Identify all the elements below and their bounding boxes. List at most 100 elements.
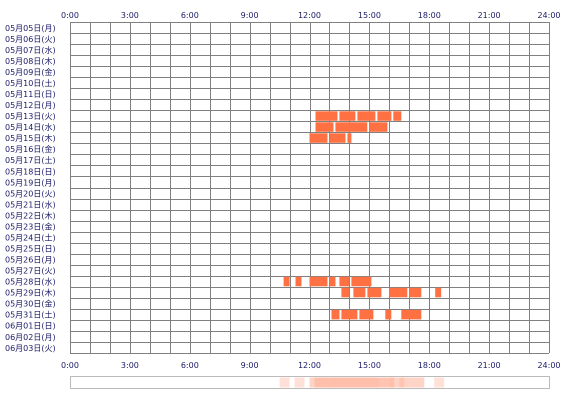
x-tick-label-bottom: 15:00 — [358, 361, 381, 370]
density-strip-frame — [70, 376, 550, 389]
activity-bar — [367, 287, 382, 298]
day-label: 05月21日(水) — [5, 199, 56, 209]
x-tick-label-top: 15:00 — [358, 11, 381, 20]
activity-bar — [351, 276, 372, 287]
activity-bar — [353, 287, 366, 298]
activity-bar — [385, 309, 392, 320]
activity-bar — [329, 133, 346, 143]
plot-area — [70, 22, 549, 353]
day-label: 05月07日(水) — [5, 45, 56, 55]
x-axis-top: 0:00 3:00 6:00 9:00 12:00 15:00 18:00 21:00 24:0… — [61, 11, 561, 20]
x-tick-label-bottom: 6:00 — [181, 361, 199, 370]
x-tick-label-bottom: 24:00 — [537, 361, 560, 370]
day-label: 05月15日(木) — [5, 133, 56, 143]
day-label: 05月11日(日) — [5, 90, 56, 99]
x-tick-label-top: 9:00 — [241, 11, 259, 20]
x-tick-label-bottom: 21:00 — [478, 361, 501, 370]
day-label: 05月08日(木) — [5, 56, 56, 66]
density-cell — [434, 377, 440, 388]
activity-bar — [329, 276, 336, 287]
density-cell — [309, 377, 315, 388]
density-cell — [419, 377, 425, 388]
density-cell — [294, 377, 300, 388]
density-cell — [329, 377, 335, 388]
x-tick-label-bottom: 3:00 — [121, 361, 139, 370]
day-label: 05月20日(火) — [5, 189, 56, 198]
density-cell — [409, 377, 415, 388]
density-cell — [334, 377, 340, 388]
x-tick-label-top: 21:00 — [478, 11, 501, 20]
activity-bar — [435, 287, 442, 298]
day-label: 06月02日(月) — [5, 333, 56, 342]
x-tick-label-bottom: 0:00 — [61, 361, 79, 370]
x-tick-label-top: 6:00 — [181, 11, 199, 20]
day-label: 05月10日(土) — [5, 78, 56, 88]
day-label: 05月17日(土) — [5, 155, 56, 165]
density-cell — [389, 377, 395, 388]
day-label: 05月24日(土) — [5, 233, 56, 243]
x-tick-label-top: 18:00 — [418, 11, 441, 20]
day-label: 05月27日(火) — [5, 267, 56, 276]
chart-grid — [70, 22, 550, 354]
density-cell — [299, 377, 305, 388]
density-cell — [324, 377, 330, 388]
activity-bars — [283, 111, 442, 320]
day-label: 05月09日(金) — [5, 67, 56, 77]
activity-bar — [315, 111, 338, 121]
activity-bar — [377, 111, 392, 121]
density-cell — [359, 377, 365, 388]
day-label: 05月05日(月) — [5, 24, 56, 33]
activity-bar — [339, 276, 350, 287]
x-axis-bottom: 0:00 3:00 6:00 9:00 12:00 15:00 18:00 21:00 24:0… — [61, 361, 561, 370]
activity-bar — [283, 276, 290, 287]
density-cell — [319, 377, 325, 388]
activity-bar — [401, 309, 422, 320]
day-label: 05月16日(金) — [5, 144, 56, 154]
x-tick-label-bottom: 12:00 — [298, 361, 321, 370]
activity-bar — [309, 133, 328, 143]
day-label: 05月14日(水) — [5, 122, 56, 132]
x-tick-label-top: 12:00 — [298, 11, 321, 20]
day-label: 05月23日(金) — [5, 221, 56, 231]
activity-bar — [369, 122, 388, 132]
density-cell — [314, 377, 320, 388]
density-cell — [384, 377, 390, 388]
density-cell — [379, 377, 385, 388]
density-strip — [70, 376, 550, 389]
day-label: 05月26日(月) — [5, 256, 56, 265]
density-cell — [284, 377, 290, 388]
activity-bar — [295, 276, 302, 287]
activity-bar — [341, 309, 358, 320]
activity-bar — [335, 122, 368, 132]
density-cell — [394, 377, 400, 388]
day-label: 05月19日(月) — [5, 178, 56, 187]
day-label: 05月22日(木) — [5, 210, 56, 220]
x-tick-label-top: 24:00 — [537, 11, 560, 20]
x-tick-label-top: 0:00 — [61, 11, 79, 20]
day-label: 06月03日(火) — [5, 344, 56, 353]
day-label: 05月29日(木) — [5, 288, 56, 298]
density-cell — [364, 377, 370, 388]
activity-bar — [331, 309, 340, 320]
density-cell — [404, 377, 410, 388]
density-cell — [344, 377, 350, 388]
activity-bar — [359, 309, 374, 320]
activity-bar — [339, 111, 356, 121]
day-label: 05月25日(日) — [5, 245, 56, 254]
activity-bar — [341, 287, 350, 298]
x-tick-label-bottom: 9:00 — [241, 361, 259, 370]
x-tick-label-top: 3:00 — [121, 11, 139, 20]
activity-bar — [409, 287, 422, 298]
activity-bar — [315, 122, 334, 132]
activity-bar — [357, 111, 376, 121]
day-label: 05月06日(火) — [5, 35, 56, 44]
day-labels: 05月05日(月) 05月06日(火)05月07日(水)05月08日(木)05月0… — [5, 24, 56, 353]
day-label: 05月30日(金) — [5, 299, 56, 309]
density-cell — [349, 377, 355, 388]
density-cell — [279, 377, 285, 388]
day-label: 05月12日(月) — [5, 101, 56, 110]
activity-bar — [309, 276, 328, 287]
day-label: 05月28日(水) — [5, 277, 56, 287]
activity-bar — [347, 133, 352, 143]
day-label: 06月01日(日) — [5, 322, 56, 331]
